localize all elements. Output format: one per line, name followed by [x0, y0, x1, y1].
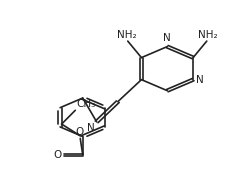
Text: O: O [75, 127, 83, 137]
Text: N: N [88, 123, 95, 133]
Text: O: O [53, 150, 62, 160]
Text: N: N [164, 33, 171, 43]
Text: NH₂: NH₂ [198, 30, 218, 40]
Text: NH₂: NH₂ [117, 30, 136, 40]
Text: N: N [196, 75, 204, 85]
Text: CH₃: CH₃ [76, 99, 96, 109]
